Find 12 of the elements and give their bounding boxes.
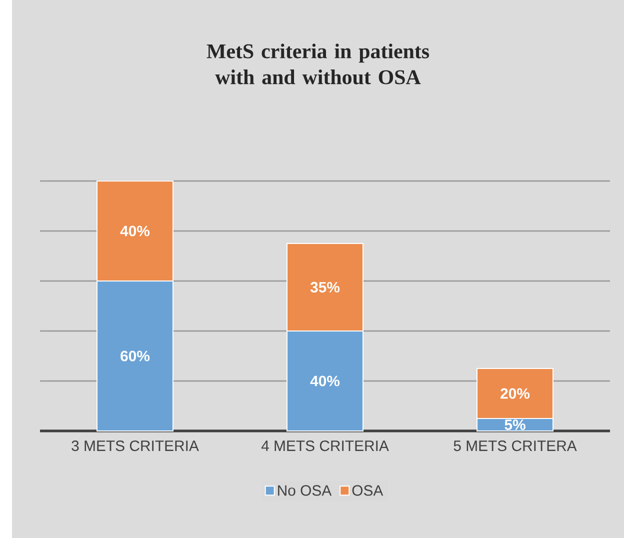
data-label: 40% [120, 226, 150, 236]
legend-label: No OSA [278, 485, 332, 496]
data-label: 40% [310, 376, 340, 386]
data-label: 20% [500, 388, 530, 399]
x-tick-label: 5 METS CRITERA [454, 440, 577, 452]
x-tick-label: 4 METS CRITERIA [261, 440, 389, 452]
chart-title: MetS criteria in patients with and without OSA [206, 44, 430, 84]
data-label: 35% [310, 282, 340, 293]
data-label: 5% [504, 419, 526, 430]
x-tick-label: 3 METS CRITERIA [72, 440, 199, 452]
data-label: 60% [120, 350, 150, 362]
legend-label: OSA [352, 485, 384, 496]
